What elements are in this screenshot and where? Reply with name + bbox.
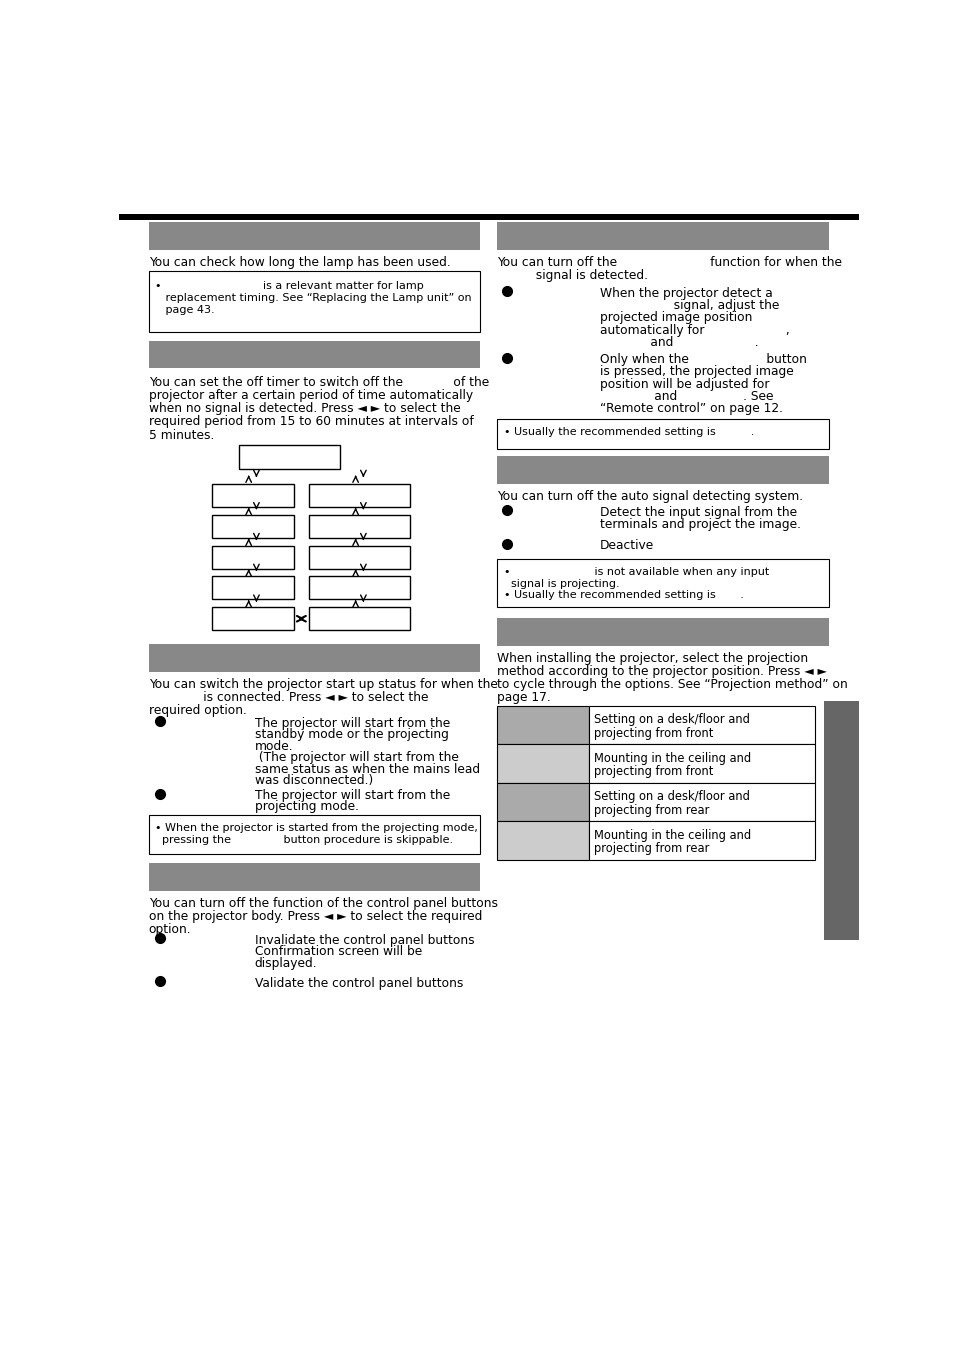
Text: Setting on a desk/floor and: Setting on a desk/floor and [593,790,749,804]
Bar [149,815,480,854]
Bar [309,607,410,631]
Bar [212,515,294,538]
Text: and                 . See: and . See [599,390,773,403]
Text: same status as when the mains lead: same status as when the mains lead [254,763,479,775]
Text: “Remote control” on page 12.: “Remote control” on page 12. [599,403,781,415]
Bar [497,457,828,484]
Bar [497,744,588,782]
Text: mode.: mode. [254,739,294,753]
Bar [149,272,480,331]
Bar [588,705,815,744]
Text: Invalidate the control panel buttons: Invalidate the control panel buttons [254,934,474,947]
Text: signal is detected.: signal is detected. [497,269,648,282]
Text: Validate the control panel buttons: Validate the control panel buttons [254,977,463,990]
Bar [149,863,480,890]
Text: (The projector will start from the: (The projector will start from the [254,751,458,765]
Text: projecting from rear: projecting from rear [593,842,708,855]
Text: and                     .: and . [599,336,758,349]
Text: displayed.: displayed. [254,957,317,970]
Text: automatically for                     ,: automatically for , [599,324,789,336]
Bar [149,644,480,671]
Bar [309,484,410,507]
Text: signal is projecting.: signal is projecting. [503,578,618,589]
Text: • When the projector is started from the projecting mode,: • When the projector is started from the… [154,823,477,832]
Text: When the projector detect a: When the projector detect a [599,286,772,300]
Text: terminals and project the image.: terminals and project the image. [599,517,800,531]
Text: is pressed, the projected image: is pressed, the projected image [599,365,793,378]
Text: •                             is a relevant matter for lamp: • is a relevant matter for lamp [154,281,423,290]
Bar [497,782,588,821]
Bar [309,577,410,600]
Text: You can switch the projector start up status for when the: You can switch the projector start up st… [149,678,497,690]
Text: method according to the projector position. Press ◄ ►: method according to the projector positi… [497,665,826,678]
Bar [212,546,294,569]
Text: You can set the off timer to switch off the             of the: You can set the off timer to switch off … [149,376,489,389]
Text: When installing the projector, select the projection: When installing the projector, select th… [497,651,808,665]
Text: signal, adjust the: signal, adjust the [599,299,779,312]
Text: on the projector body. Press ◄ ► to select the required: on the projector body. Press ◄ ► to sele… [149,909,481,923]
Text: •                        is not available when any input: • is not available when any input [503,567,768,577]
Text: is connected. Press ◄ ► to select the: is connected. Press ◄ ► to select the [149,692,428,704]
Bar [497,705,588,744]
Text: projecting from front: projecting from front [593,765,712,778]
Text: Setting on a desk/floor and: Setting on a desk/floor and [593,713,749,727]
Text: projecting from rear: projecting from rear [593,804,708,816]
Text: Mounting in the ceiling and: Mounting in the ceiling and [593,830,750,842]
Bar [588,782,815,821]
Text: You can check how long the lamp has been used.: You can check how long the lamp has been… [149,257,450,269]
Text: Mounting in the ceiling and: Mounting in the ceiling and [593,753,750,765]
Text: Confirmation screen will be: Confirmation screen will be [254,946,421,958]
Text: required period from 15 to 60 minutes at intervals of: required period from 15 to 60 minutes at… [149,416,473,428]
Bar [212,607,294,631]
Text: to cycle through the options. See “Projection method” on: to cycle through the options. See “Proje… [497,678,847,690]
Text: Only when the                    button: Only when the button [599,353,806,366]
Text: 5 minutes.: 5 minutes. [149,428,213,442]
Text: The projector will start from the: The projector will start from the [254,789,450,802]
Bar [149,222,480,250]
Bar [497,821,588,859]
Text: option.: option. [149,923,192,936]
Text: required option.: required option. [149,704,246,717]
Bar [212,484,294,507]
Text: Detect the input signal from the: Detect the input signal from the [599,505,796,519]
Text: position will be adjusted for: position will be adjusted for [599,378,768,390]
Text: was disconnected.): was disconnected.) [254,774,373,788]
Text: You can turn off the                        function for when the: You can turn off the function for when t… [497,257,841,269]
Text: The projector will start from the: The projector will start from the [254,716,450,730]
Bar [497,419,828,449]
Text: when no signal is detected. Press ◄ ► to select the: when no signal is detected. Press ◄ ► to… [149,403,460,415]
Text: projected image position: projected image position [599,312,751,324]
Bar [309,515,410,538]
Text: You can turn off the function of the control panel buttons: You can turn off the function of the con… [149,897,497,909]
Text: • Usually the recommended setting is          .: • Usually the recommended setting is . [503,427,753,436]
Text: projecting from front: projecting from front [593,727,712,739]
Bar [588,821,815,859]
Text: page 17.: page 17. [497,692,551,704]
Text: You can turn off the auto signal detecting system.: You can turn off the auto signal detecti… [497,490,802,503]
Text: replacement timing. See “Replacing the Lamp unit” on: replacement timing. See “Replacing the L… [154,293,471,303]
Text: page 43.: page 43. [154,305,214,315]
Text: Deactive: Deactive [599,539,654,553]
Bar [497,617,828,646]
Bar [212,577,294,600]
Text: pressing the               button procedure is skippable.: pressing the button procedure is skippab… [154,835,453,846]
Bar [588,744,815,782]
Bar [823,701,858,940]
Bar [309,546,410,569]
Bar [239,446,340,469]
Bar [497,559,828,607]
Bar [497,222,828,250]
Text: projecting mode.: projecting mode. [254,800,358,813]
Text: • Usually the recommended setting is       .: • Usually the recommended setting is . [503,590,742,600]
Text: standby mode or the projecting: standby mode or the projecting [254,728,448,742]
Bar [119,215,858,220]
Bar [149,340,480,369]
Text: projector after a certain period of time automatically: projector after a certain period of time… [149,389,473,403]
